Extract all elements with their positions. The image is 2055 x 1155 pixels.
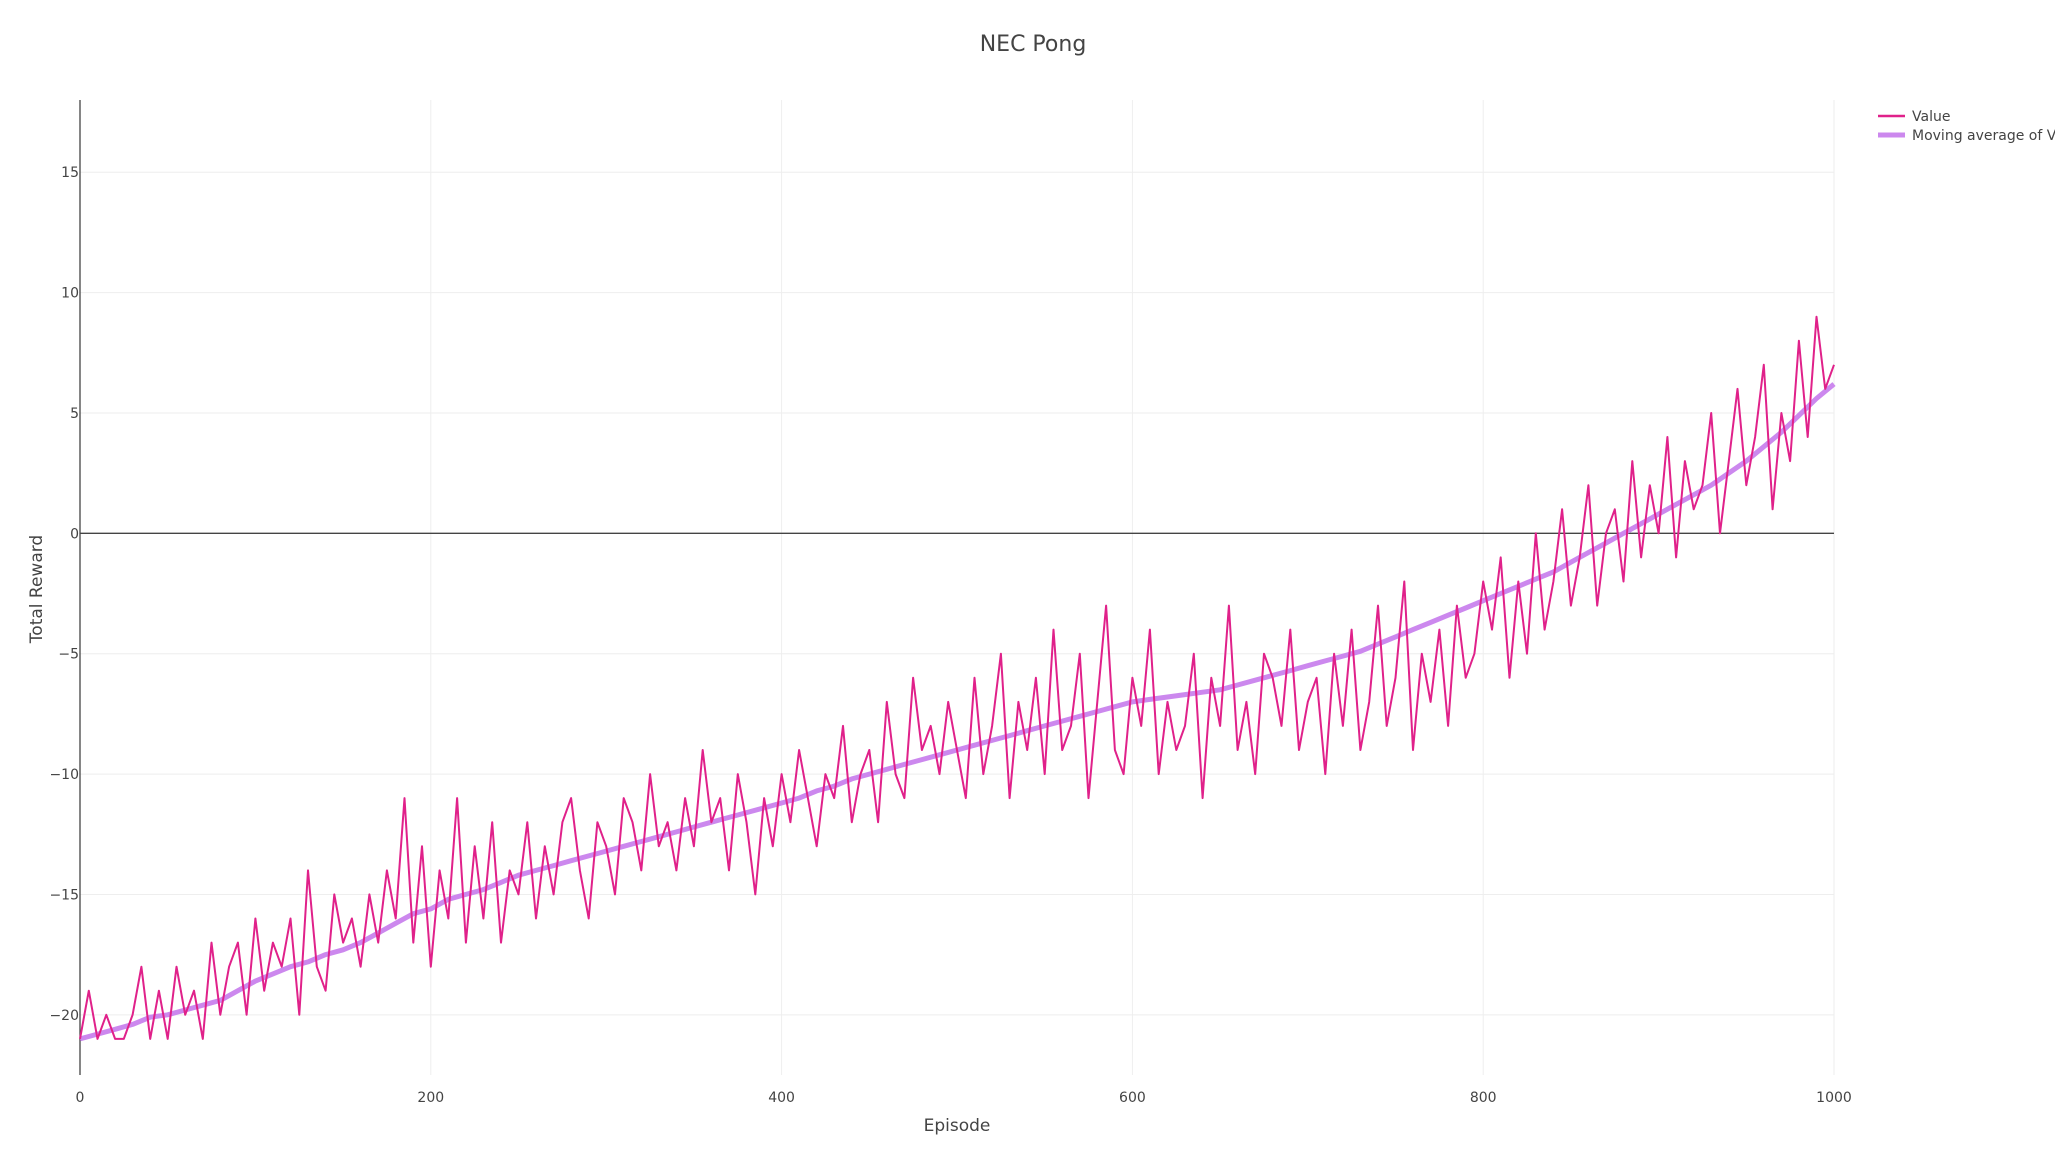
y-tick-label: 15 <box>61 165 79 181</box>
y-tick-label: 5 <box>70 406 79 422</box>
legend-label[interactable]: Value <box>1912 109 1950 125</box>
axis-layer: 0 200 400 600 800 1000 −20 −15 −10 −5 0 5 10 15 <box>49 100 1852 1106</box>
x-tick-label: 400 <box>768 1090 795 1106</box>
y-tick-label: −15 <box>49 887 79 903</box>
x-tick-label: 800 <box>1470 1090 1497 1106</box>
y-tick-label: −5 <box>58 647 79 663</box>
y-tick-label: −10 <box>49 767 79 783</box>
x-axis-title: Episode <box>924 1116 991 1136</box>
chart-title: NEC Pong <box>980 32 1087 57</box>
grid-layer <box>79 100 1835 1075</box>
y-tick-label: 0 <box>70 526 79 542</box>
series-line-value[interactable] <box>79 315 1835 1040</box>
y-tick-label: −20 <box>49 1008 79 1024</box>
x-tick-label: 200 <box>417 1090 444 1106</box>
x-tick-label: 600 <box>1119 1090 1146 1106</box>
series-layer <box>79 315 1836 1042</box>
legend-label[interactable]: Moving average of Value <box>1912 128 2055 144</box>
legend[interactable]: Value Moving average of Value <box>1878 109 2055 144</box>
y-tick-label: 10 <box>61 286 79 302</box>
x-tick-label: 1000 <box>1816 1090 1852 1106</box>
y-axis-title: Total Reward <box>27 535 47 644</box>
x-tick-label: 0 <box>76 1090 85 1106</box>
